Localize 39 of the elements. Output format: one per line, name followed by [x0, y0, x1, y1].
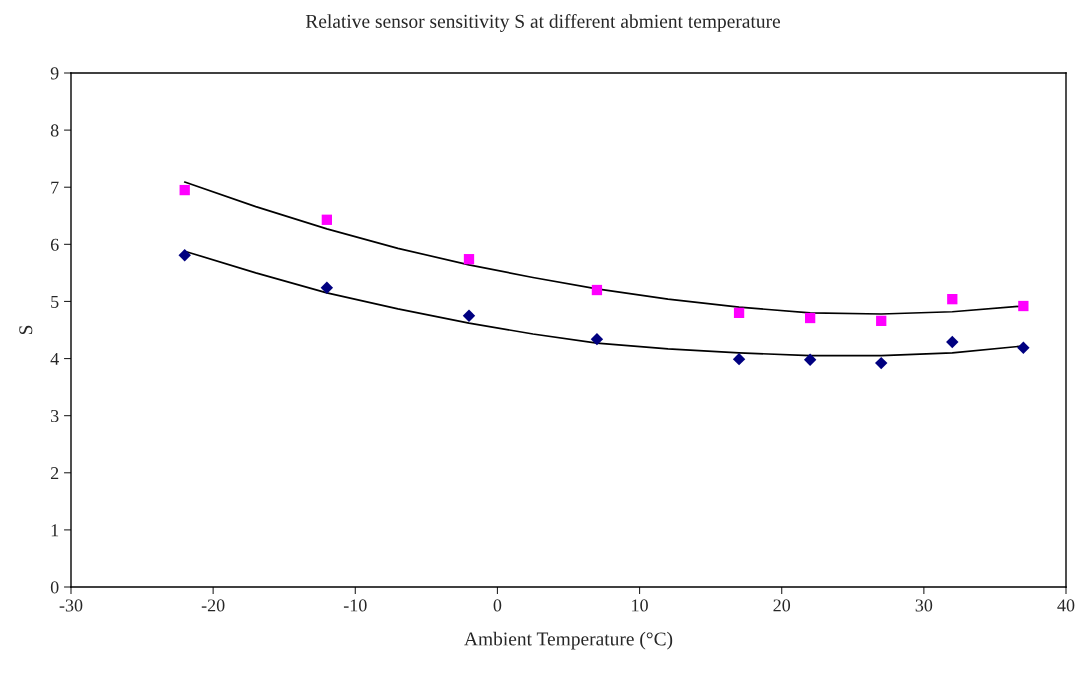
y-tick-label: 7	[51, 181, 59, 194]
y-tick-label: 1	[51, 524, 59, 537]
x-tick-label: 30	[915, 599, 933, 612]
y-tick-label: 2	[50, 467, 59, 480]
y-tick-label: 0	[50, 581, 59, 594]
point	[1017, 341, 1030, 354]
point	[1018, 300, 1029, 312]
x-axis-title: Ambient Temperature (°C)	[464, 631, 673, 650]
y-tick-label: 8	[50, 124, 59, 137]
y-tick-label: 9	[50, 67, 59, 80]
point	[463, 254, 475, 265]
x-tick-label: 0	[493, 599, 502, 612]
chart-title: Relative sensor sensitivity S at different abmient temperature	[305, 14, 780, 32]
point	[178, 248, 191, 262]
x-tick-label: 20	[773, 599, 791, 612]
y-tick-label: 6	[50, 238, 59, 251]
y-axis-title: S	[19, 325, 33, 335]
y-tick-label: 3	[51, 409, 59, 423]
point	[462, 309, 476, 322]
point	[321, 214, 333, 225]
point	[876, 315, 887, 327]
x-tick-label: -20	[201, 599, 225, 612]
point	[733, 307, 745, 319]
point	[803, 353, 817, 366]
x-tick-label: -30	[59, 599, 83, 612]
point	[320, 281, 334, 294]
point	[875, 356, 888, 370]
x-tick-label: 40	[1057, 599, 1075, 612]
y-tick-label: 4	[50, 352, 59, 365]
point	[591, 284, 603, 296]
point	[946, 335, 959, 349]
point	[804, 312, 816, 324]
point	[947, 294, 958, 305]
point	[179, 184, 190, 196]
point	[732, 352, 746, 366]
x-tick-label: -10	[343, 599, 367, 612]
y-tick-label: 5	[51, 295, 59, 308]
point	[590, 332, 604, 346]
x-tick-label: 10	[632, 599, 648, 612]
